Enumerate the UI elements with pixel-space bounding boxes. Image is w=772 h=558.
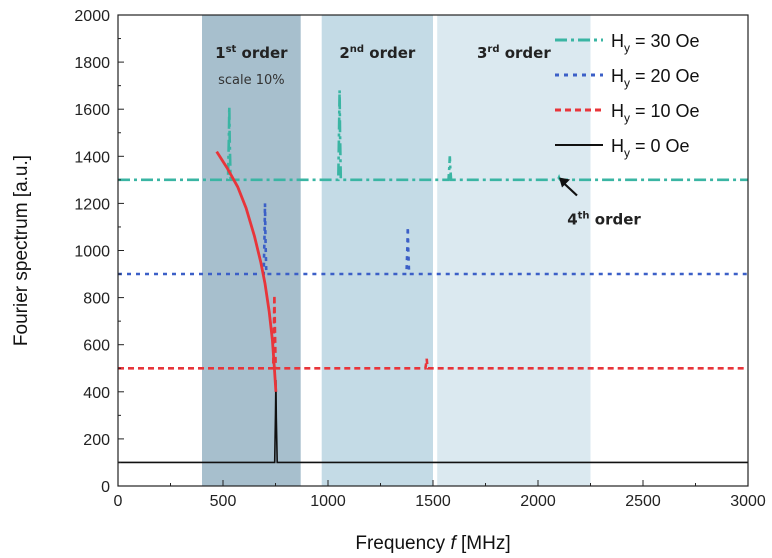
y-tick-label: 1600 bbox=[74, 102, 110, 119]
order-regions bbox=[202, 15, 591, 486]
legend-label-4: Hy = 0 Oe bbox=[611, 136, 690, 160]
y-tick-label: 1000 bbox=[74, 244, 110, 261]
order-region-labels: 1st order scale 10% 2nd order 3rd order bbox=[215, 44, 551, 88]
region-band-1 bbox=[202, 15, 301, 486]
y-tick-label: 400 bbox=[83, 385, 110, 402]
legend-label-3: Hy = 10 Oe bbox=[611, 101, 700, 125]
y-axis-ticks: 0 200 400 600 800 1000 1200 1400 1600 1800 2000 bbox=[74, 8, 124, 496]
region-label-2: 2nd order bbox=[339, 44, 416, 62]
y-tick-label: 800 bbox=[83, 291, 110, 308]
x-axis-title: Frequency f [MHz] bbox=[355, 533, 510, 554]
series-line-2 bbox=[118, 203, 748, 276]
y-tick-label: 1200 bbox=[74, 196, 110, 213]
series-line-1 bbox=[118, 90, 748, 182]
x-tick-label: 2500 bbox=[625, 493, 661, 510]
fit-curve-line bbox=[215, 150, 278, 392]
y-tick-label: 600 bbox=[83, 338, 110, 355]
legend-label-2: Hy = 20 Oe bbox=[611, 66, 700, 90]
y-tick-label: 0 bbox=[101, 479, 110, 496]
x-tick-label: 0 bbox=[114, 493, 123, 510]
y-tick-label: 2000 bbox=[74, 8, 110, 25]
region-band-3 bbox=[437, 15, 591, 486]
annotation-arrow-head bbox=[559, 177, 570, 188]
legend-label-1: Hy = 30 Oe bbox=[611, 31, 700, 55]
fourth-order-annotation: 4th order bbox=[559, 177, 641, 228]
region-label-3: 3rd order bbox=[477, 44, 551, 62]
x-tick-label: 3000 bbox=[730, 493, 766, 510]
x-tick-label: 1000 bbox=[310, 493, 346, 510]
y-tick-label: 200 bbox=[83, 432, 110, 449]
x-tick-label: 2000 bbox=[520, 493, 556, 510]
region-label-1: 1st order bbox=[215, 44, 288, 62]
series-line-3 bbox=[118, 295, 748, 370]
y-tick-label: 1800 bbox=[74, 55, 110, 72]
y-axis-title: Fourier spectrum [a.u.] bbox=[11, 155, 32, 346]
x-tick-label: 500 bbox=[210, 493, 237, 510]
x-tick-label: 1500 bbox=[415, 493, 451, 510]
annotation-label: 4th order bbox=[567, 210, 641, 228]
region-note: scale 10% bbox=[218, 73, 285, 88]
x-axis-ticks: 0 500 1000 1500 2000 2500 3000 bbox=[114, 480, 766, 510]
region-band-2 bbox=[321, 15, 433, 486]
fit-curve bbox=[215, 150, 278, 392]
legend: Hy = 30 Oe Hy = 20 Oe Hy = 10 Oe Hy = 0 Oe bbox=[555, 31, 700, 160]
y-tick-label: 1400 bbox=[74, 149, 110, 166]
